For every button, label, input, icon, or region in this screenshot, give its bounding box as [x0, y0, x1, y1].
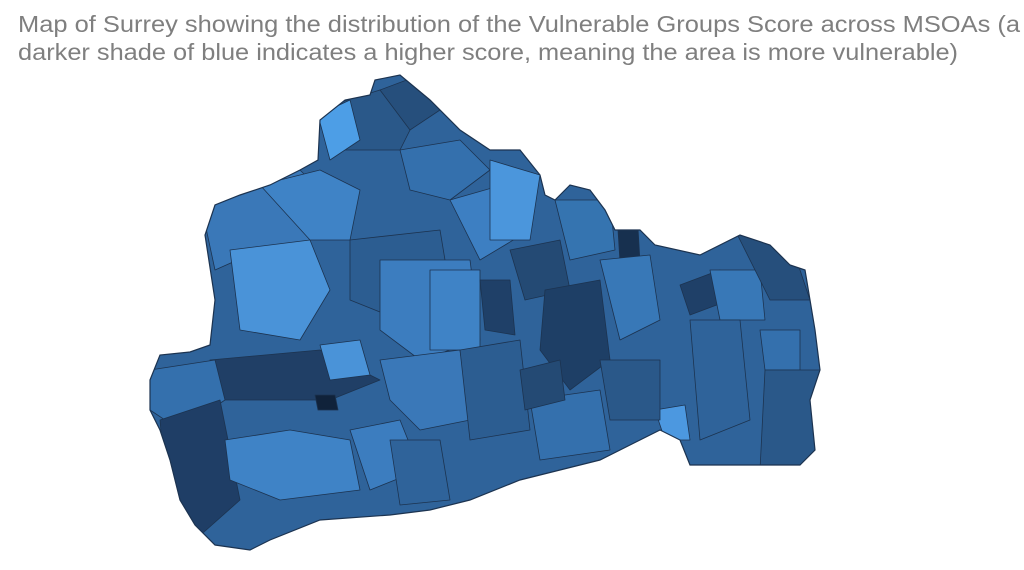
region [689, 319, 751, 441]
region [759, 329, 801, 371]
region [479, 279, 516, 336]
title-line: darker shade of blue indicates a higher … [18, 39, 958, 65]
region [599, 359, 661, 421]
map [150, 75, 820, 550]
region [599, 254, 661, 341]
region [759, 369, 820, 471]
region [489, 159, 541, 241]
region [459, 339, 531, 441]
region [389, 439, 451, 506]
region [399, 139, 491, 201]
region [529, 389, 611, 461]
region [379, 349, 471, 431]
region [229, 239, 331, 341]
region [259, 169, 361, 241]
region [519, 359, 566, 411]
region [314, 394, 339, 411]
region [709, 269, 766, 321]
region [429, 269, 481, 351]
region [319, 339, 371, 381]
region [554, 199, 616, 261]
region [224, 429, 361, 501]
title-line: Map of Surrey showing the distribution o… [18, 11, 1020, 37]
